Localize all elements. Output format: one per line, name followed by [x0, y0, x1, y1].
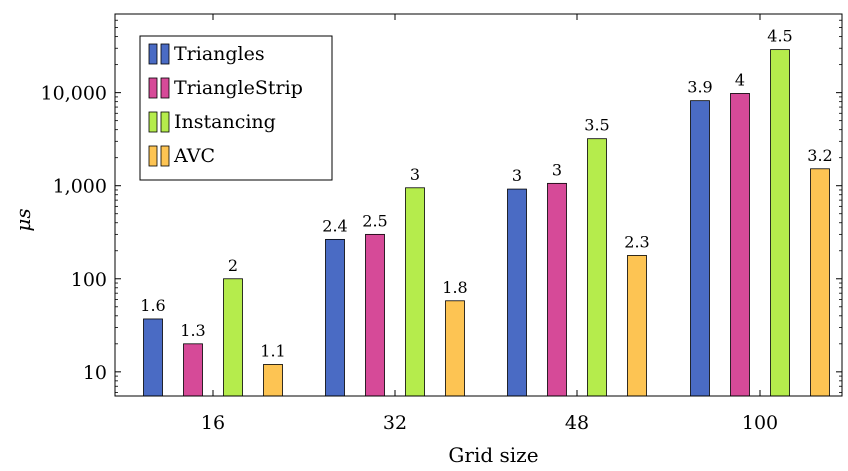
data-label: 1.8 [442, 278, 467, 297]
bar-trianglestrip-100 [730, 93, 750, 397]
bar-instancing-48 [587, 138, 607, 397]
bar-instancing-100 [770, 49, 790, 397]
y-axis-label: μs [11, 208, 35, 231]
legend-box [139, 35, 333, 181]
legend-label: Instancing [174, 111, 276, 133]
legend-label: AVC [173, 145, 215, 167]
x-tick-label: 100 [742, 412, 778, 434]
data-label: 3 [512, 166, 522, 185]
data-label: 4.5 [767, 27, 792, 46]
bar-instancing-32 [405, 187, 425, 397]
legend-swatch [148, 77, 158, 99]
bar-avc-48 [627, 255, 647, 397]
data-label: 2 [228, 256, 238, 275]
data-labels: 1.6 1.3 2 1.1 2.4 2.5 3 1.8 3 3 3.5 2.3 3.9 4 4.5 3.2 [140, 27, 832, 361]
legend-swatch [148, 145, 158, 167]
legend-label: TriangleStrip [174, 77, 303, 99]
bar-triangles-16 [143, 318, 163, 397]
data-label: 2.5 [362, 211, 387, 230]
legend-swatch [160, 43, 170, 65]
legend-swatch [160, 77, 170, 99]
legend-item-instancing: Instancing [148, 111, 276, 133]
legend-item-triangles: Triangles [148, 43, 265, 65]
y-tick-label: 1,000 [53, 176, 107, 198]
data-label: 2.4 [322, 216, 347, 235]
data-label: 3 [552, 160, 562, 179]
legend-item-avc: AVC [148, 145, 215, 167]
bars [143, 49, 830, 397]
legend-item-trianglestrip: TriangleStrip [148, 77, 303, 99]
x-tick-labels: 16 32 48 100 [201, 412, 778, 434]
data-label: 3.2 [807, 146, 832, 165]
legend-swatch [148, 111, 158, 133]
data-label: 4 [735, 70, 745, 89]
y-tick-labels: 10 100 1,000 10,000 [41, 83, 107, 384]
data-label: 1.6 [140, 296, 165, 315]
x-tick-label: 32 [383, 412, 407, 434]
bar-instancing-16 [223, 278, 243, 397]
plot-frame [114, 13, 843, 397]
data-label: 1.1 [260, 341, 285, 360]
legend-swatch [160, 145, 170, 167]
y-tick-label: 10,000 [41, 83, 107, 105]
y-tick-label: 100 [71, 269, 107, 291]
bar-triangles-100 [690, 100, 710, 397]
bar-trianglestrip-48 [547, 182, 567, 397]
data-label: 3.9 [687, 78, 712, 97]
bar-triangles-48 [507, 188, 527, 397]
data-label: 3.5 [584, 116, 609, 135]
x-tick-label: 48 [565, 412, 589, 434]
x-axis-label: Grid size [448, 443, 538, 467]
bar-triangles-32 [325, 238, 345, 397]
legend: Triangles TriangleStrip Instancing AVC [139, 35, 333, 181]
bar-avc-32 [445, 300, 465, 397]
legend-swatch [148, 43, 158, 65]
x-tick-label: 16 [201, 412, 225, 434]
legend-swatch [160, 111, 170, 133]
y-tick-label: 10 [83, 362, 107, 384]
bar-avc-16 [263, 364, 283, 397]
bar-trianglestrip-16 [183, 343, 203, 397]
bar-avc-100 [810, 168, 830, 397]
data-label: 2.3 [624, 232, 649, 251]
data-label: 3 [410, 165, 420, 184]
data-label: 1.3 [180, 321, 205, 340]
legend-label: Triangles [174, 43, 265, 65]
bar-trianglestrip-32 [365, 233, 385, 397]
